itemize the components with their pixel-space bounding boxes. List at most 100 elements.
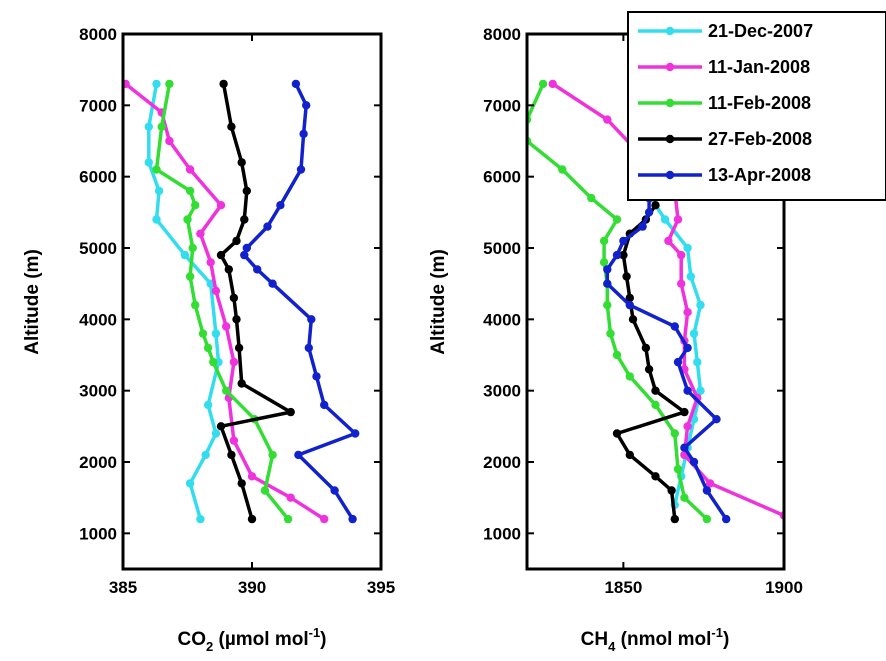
data-point xyxy=(216,201,226,210)
data-point xyxy=(183,215,192,224)
legend-label: 11-Feb-2008 xyxy=(708,93,811,113)
data-point xyxy=(641,343,651,353)
y-tick-label: 2000 xyxy=(79,453,117,472)
data-point xyxy=(680,493,689,502)
y-axis-label: Altitude (m) xyxy=(22,249,43,355)
x-tick-label: 395 xyxy=(367,578,395,597)
data-point xyxy=(123,79,130,89)
data-point xyxy=(670,322,679,331)
data-point xyxy=(165,79,174,89)
data-point xyxy=(677,250,686,260)
data-point xyxy=(299,129,308,139)
data-point xyxy=(211,429,221,438)
x-tick-label: 1900 xyxy=(765,578,803,597)
data-point xyxy=(237,479,246,488)
data-point xyxy=(203,400,213,410)
data-point xyxy=(185,479,195,488)
data-point xyxy=(276,201,285,210)
data-point xyxy=(229,436,239,445)
data-point xyxy=(242,186,251,196)
data-point xyxy=(644,208,654,217)
data-point xyxy=(165,136,174,146)
y-tick-label: 5000 xyxy=(483,239,521,258)
data-point xyxy=(247,472,257,481)
data-point xyxy=(599,258,609,267)
legend-swatch-marker xyxy=(665,26,675,36)
data-point xyxy=(242,243,251,253)
legend-entry: 11-Jan-2008 xyxy=(638,57,810,77)
data-point xyxy=(619,250,628,260)
data-point xyxy=(330,486,339,495)
legend-swatch-marker xyxy=(665,170,675,180)
y-tick-label: 6000 xyxy=(79,168,117,187)
data-point xyxy=(348,514,357,524)
data-point xyxy=(229,293,239,303)
data-point xyxy=(154,186,164,196)
data-point xyxy=(664,236,673,246)
data-point xyxy=(180,250,190,260)
data-point xyxy=(538,79,548,89)
y-tick-label: 8000 xyxy=(79,25,117,44)
y-tick-label: 1000 xyxy=(483,524,521,543)
legend-swatch-marker xyxy=(665,62,675,72)
data-point xyxy=(603,300,612,310)
data-point xyxy=(651,386,660,395)
data-point xyxy=(247,514,257,524)
data-point xyxy=(651,201,660,210)
data-point xyxy=(312,372,321,381)
data-point xyxy=(296,165,306,174)
data-point xyxy=(229,357,239,367)
y-tick-label: 5000 xyxy=(79,239,117,258)
data-point xyxy=(683,386,692,395)
y-tick-label: 3000 xyxy=(483,382,521,401)
legend-entry: 13-Apr-2008 xyxy=(638,165,811,185)
legend-label: 21-Dec-2007 xyxy=(708,21,813,41)
data-point xyxy=(625,450,634,460)
data-point xyxy=(240,215,249,224)
data-point xyxy=(680,443,689,452)
data-point xyxy=(232,236,241,246)
data-point xyxy=(222,322,231,331)
data-point xyxy=(185,165,195,174)
data-point xyxy=(222,386,231,395)
data-point xyxy=(227,122,236,131)
data-point xyxy=(216,422,226,431)
legend-swatch-marker xyxy=(665,98,675,108)
data-point xyxy=(157,122,166,131)
data-point xyxy=(722,514,731,524)
data-point xyxy=(219,79,228,89)
data-point xyxy=(606,329,615,338)
data-point xyxy=(240,250,249,260)
data-point xyxy=(283,514,293,524)
data-point xyxy=(234,343,244,353)
data-point xyxy=(644,365,654,374)
data-point xyxy=(196,229,205,238)
data-point xyxy=(619,236,628,246)
data-point xyxy=(689,329,699,338)
data-point xyxy=(625,300,634,310)
y-tick-label: 2000 xyxy=(483,453,521,472)
data-point xyxy=(651,472,660,481)
y-tick-label: 3000 xyxy=(79,382,117,401)
series-line-27-Feb-2008 xyxy=(615,204,687,520)
data-point xyxy=(211,286,221,295)
data-point xyxy=(625,372,634,381)
data-point xyxy=(260,486,270,495)
data-point xyxy=(268,279,277,288)
data-point xyxy=(206,258,215,267)
data-point xyxy=(625,293,634,303)
data-point xyxy=(263,222,272,231)
series-line-11-Feb-2008 xyxy=(527,83,709,521)
data-point xyxy=(291,79,301,89)
data-point xyxy=(185,272,195,281)
data-point xyxy=(268,450,277,460)
y-tick-label: 1000 xyxy=(79,524,117,543)
data-point xyxy=(152,215,161,224)
data-point xyxy=(203,343,213,353)
data-point xyxy=(673,357,683,367)
y-tick-label: 7000 xyxy=(79,96,117,115)
data-point xyxy=(320,400,329,410)
data-point xyxy=(683,308,692,317)
y-tick-label: 7000 xyxy=(483,96,521,115)
